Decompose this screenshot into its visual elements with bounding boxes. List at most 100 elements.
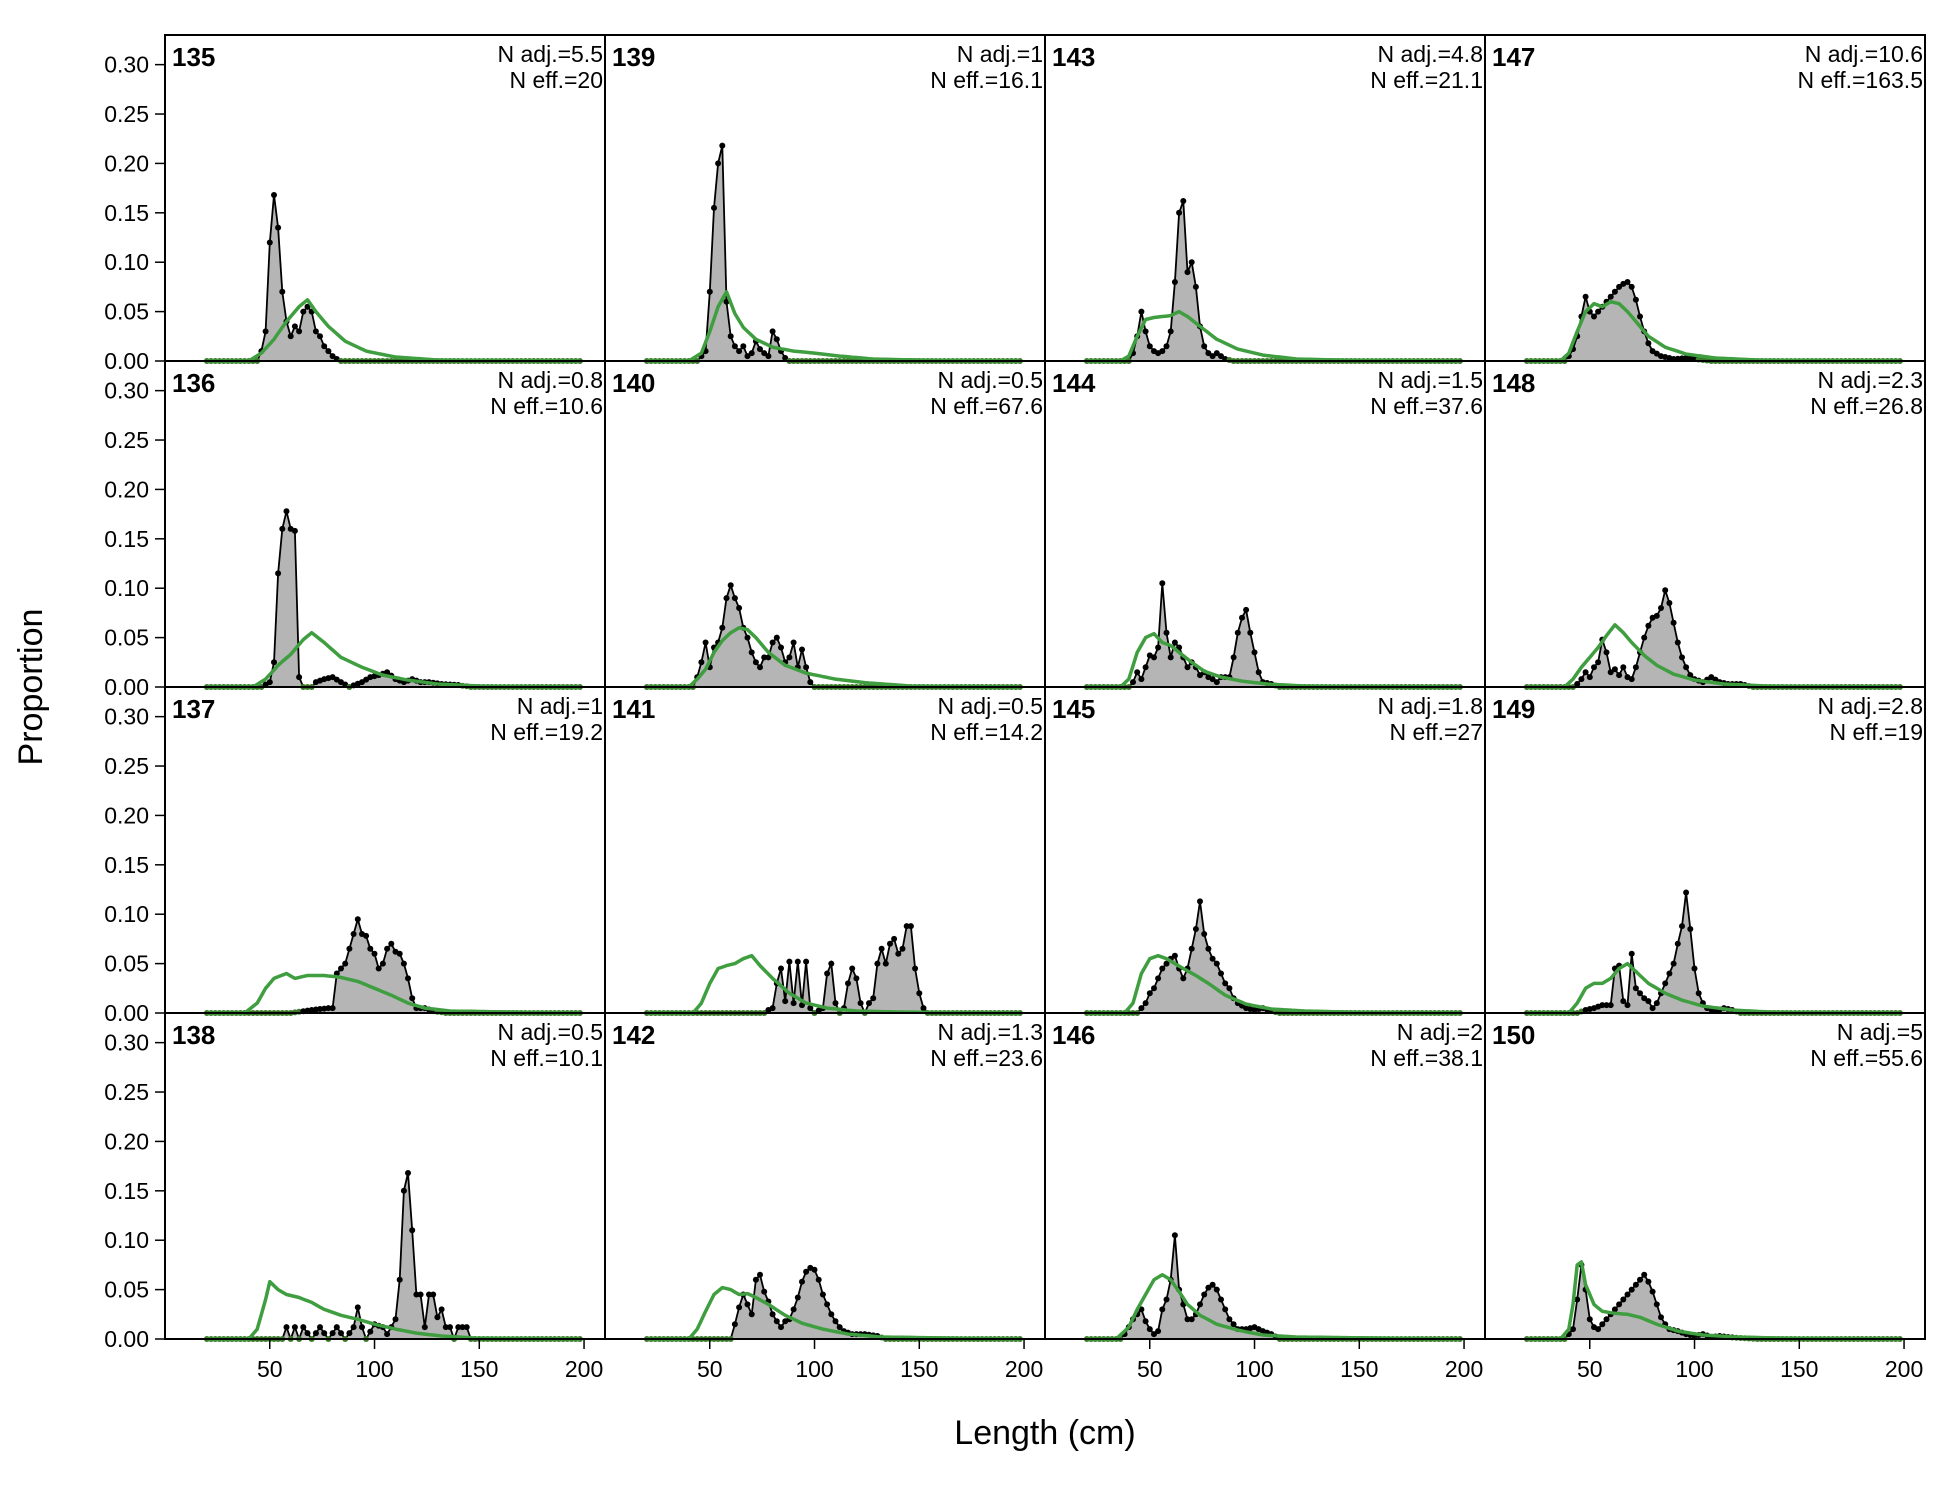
observed-point <box>367 945 374 952</box>
observed-point <box>1180 198 1187 204</box>
observed-point <box>761 1288 768 1295</box>
observed-point <box>1142 1318 1149 1325</box>
n-eff-label: N eff.=14.2 <box>930 719 1043 745</box>
observed-point <box>899 945 906 952</box>
observed-point <box>283 1324 290 1331</box>
observed-point <box>1138 1005 1145 1012</box>
observed-point <box>384 945 391 952</box>
observed-point <box>1607 669 1614 676</box>
observed-point <box>1620 1296 1627 1303</box>
observed-area <box>1086 901 1460 1013</box>
observed-point <box>920 1005 927 1012</box>
expected-line <box>206 630 580 689</box>
observed-area <box>206 195 580 361</box>
expected-line <box>1086 953 1460 1015</box>
observed-point <box>1222 980 1229 987</box>
observed-point <box>803 1268 810 1275</box>
observed-point <box>409 995 416 1002</box>
observed-point <box>1176 209 1183 216</box>
observed-point <box>400 960 407 967</box>
observed-point <box>304 303 311 310</box>
observed-point <box>291 1324 298 1331</box>
panel-label: 148 <box>1492 368 1535 398</box>
y-tick-label: 0.00 <box>104 348 149 374</box>
observed-point <box>1679 654 1685 661</box>
observed-point <box>1628 676 1635 683</box>
observed-point <box>300 1324 307 1331</box>
observed-point <box>296 328 303 335</box>
y-axis-title: Proportion <box>12 609 50 766</box>
observed-point <box>1163 1296 1170 1303</box>
y-tick-label: 0.10 <box>104 901 149 927</box>
observed-point <box>1658 1314 1664 1321</box>
observed-point <box>811 1266 818 1273</box>
observed-point <box>1201 343 1208 350</box>
observed-point <box>1599 1321 1606 1328</box>
observed-point <box>1192 283 1199 290</box>
y-tick-label: 0.05 <box>104 1277 149 1303</box>
observed-point <box>803 664 810 671</box>
observed-point <box>1645 340 1652 347</box>
observed-point <box>1574 681 1581 687</box>
observed-point <box>752 659 759 666</box>
observed-point <box>1674 639 1681 646</box>
n-adj-label: N adj.=10.6 <box>1805 41 1923 67</box>
observed-point <box>698 659 705 666</box>
x-tick-label: 100 <box>355 1356 393 1382</box>
observed-point <box>1209 676 1216 683</box>
observed-point <box>790 1306 797 1313</box>
observed-point <box>1155 1328 1162 1335</box>
observed-line <box>206 194 580 362</box>
observed-point <box>832 1318 839 1325</box>
observed-point <box>1142 1000 1149 1007</box>
observed-point <box>291 527 298 534</box>
x-tick-label: 150 <box>1780 1356 1818 1382</box>
panel-label: 141 <box>612 694 655 724</box>
observed-point <box>1201 1291 1208 1298</box>
observed-point <box>1184 269 1191 276</box>
observed-point <box>824 1301 831 1308</box>
x-tick-label: 150 <box>1340 1356 1378 1382</box>
observed-point <box>828 1311 835 1318</box>
observed-point <box>1188 259 1195 266</box>
observed-point <box>870 995 877 1002</box>
panel-label: 143 <box>1052 42 1095 72</box>
observed-point <box>882 960 889 967</box>
observed-area <box>1526 892 1900 1013</box>
observed-area <box>1086 201 1460 361</box>
observed-point <box>773 634 780 641</box>
y-tick-label: 0.30 <box>104 378 149 404</box>
observed-point <box>887 940 893 947</box>
panel-label: 149 <box>1492 694 1535 724</box>
observed-point <box>807 679 814 686</box>
y-tick-label: 0.20 <box>104 1128 149 1154</box>
observed-point <box>761 350 768 357</box>
observed-point <box>363 932 370 939</box>
n-eff-label: N eff.=21.1 <box>1370 67 1483 93</box>
observed-point <box>266 239 273 246</box>
n-adj-label: N adj.=4.8 <box>1378 41 1484 67</box>
observed-point <box>317 1324 323 1331</box>
observed-point <box>782 998 789 1005</box>
observed-point <box>1213 1286 1220 1293</box>
observed-point <box>329 1330 336 1337</box>
observed-point <box>384 669 391 676</box>
observed-point <box>1205 945 1212 952</box>
observed-area <box>646 585 1020 687</box>
observed-point <box>828 960 835 967</box>
y-tick-label: 0.25 <box>104 427 149 453</box>
observed-point <box>426 1291 432 1298</box>
observed-point <box>849 965 856 972</box>
y-tick-label: 0.00 <box>104 1326 149 1352</box>
n-adj-label: N adj.=0.5 <box>938 693 1044 719</box>
observed-point <box>271 192 277 198</box>
observed-point <box>1607 293 1614 300</box>
x-tick-label: 100 <box>1675 1356 1713 1382</box>
observed-point <box>711 204 717 211</box>
observed-point <box>815 1276 822 1283</box>
observed-point <box>1163 629 1170 636</box>
observed-point <box>744 634 751 641</box>
y-tick-label: 0.15 <box>104 200 149 226</box>
